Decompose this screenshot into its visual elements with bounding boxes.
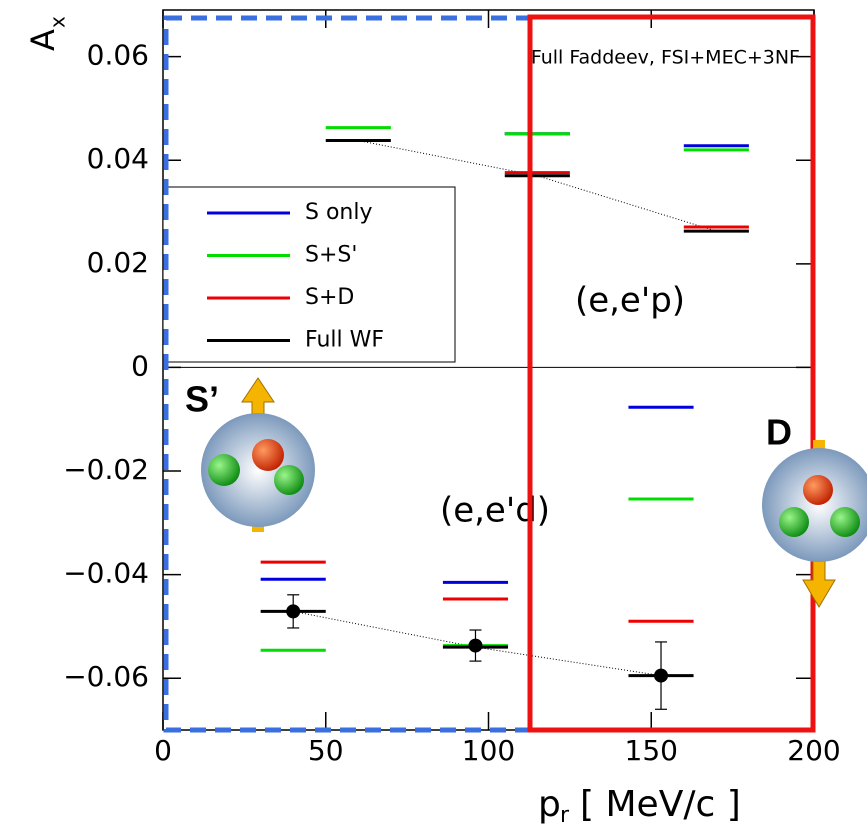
data-point [654,668,669,683]
x-axis-unit: [ MeV/c ] [580,784,741,825]
data-point [286,604,301,619]
plot-frame [162,9,815,731]
icon-label: S’ [185,379,219,420]
x-tick-label: 200 [787,734,840,767]
y-tick-label: −0.02 [63,453,149,486]
x-tick-label: 150 [625,734,678,767]
x-axis-label: p [538,784,561,825]
legend: S only S+S' S+D Full WF [207,200,384,353]
x-tick-label: 100 [462,734,515,767]
legend-box [162,186,456,363]
y-axis-label: A [24,29,62,51]
y-tick-label: 0.02 [87,246,149,279]
y-tick-label: −0.04 [63,557,149,590]
annotation: Full Faddeev, FSI+MEC+3NF [531,47,800,69]
legend-label: S only [305,200,373,225]
y-axis-title: A x [24,16,70,51]
y-tick-label: 0 [131,349,149,382]
legend-label: S+D [305,285,354,310]
highlight-box [163,15,533,733]
x-tick-label: 0 [154,734,172,767]
icon-label: D [766,412,792,453]
s-prime-icon: S’ [185,377,315,532]
y-axis-label-sub: x [46,16,70,28]
x-tick-label: 50 [308,734,344,767]
y-tick-label: 0.04 [87,142,149,175]
data-point [468,638,483,653]
y-tick-label: 0.06 [87,39,149,72]
reaction-label: (e,e'p) [575,281,685,321]
plot-area [162,10,815,730]
x-axis-label-sub: r [560,803,570,828]
legend-label: S+S' [305,243,357,268]
connector [358,140,717,232]
d-icon: D [762,412,867,608]
reaction-label: (e,e'd) [440,491,550,531]
highlight-box [527,14,816,733]
legend-label: Full WF [305,328,384,353]
y-tick-label: −0.06 [63,660,149,693]
